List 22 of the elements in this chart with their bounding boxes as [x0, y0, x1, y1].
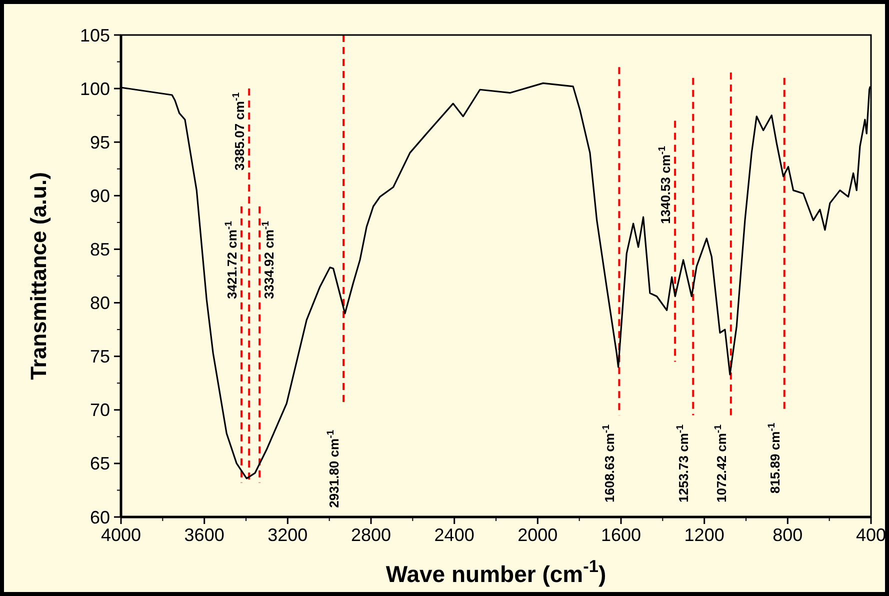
- x-tick-label: 3600: [184, 525, 224, 545]
- x-tick-label: 400: [856, 525, 886, 545]
- x-tick-label: 1600: [600, 525, 642, 545]
- y-tick-label: 70: [90, 400, 110, 420]
- x-tick-label: 2400: [434, 525, 474, 545]
- x-tick-label: 1200: [684, 525, 724, 545]
- y-tick-label: 90: [90, 186, 110, 206]
- y-tick-label: 75: [90, 346, 110, 367]
- y-tick-label: 60: [90, 507, 110, 528]
- x-axis-title: Wave number (cm$^{-1}$): [386, 556, 606, 587]
- x-tick-label: 3200: [268, 525, 308, 545]
- x-tick-label: 2000: [518, 525, 558, 545]
- x-tick-label: 2800: [350, 525, 392, 545]
- y-tick-label: 80: [90, 293, 110, 314]
- y-axis-title: Transmittance (a.u.): [26, 172, 51, 380]
- y-tick-label: 105: [80, 25, 110, 46]
- y-tick-label: 95: [90, 132, 110, 152]
- x-tick-label: 4000: [100, 525, 142, 545]
- y-tick-label: 100: [80, 78, 110, 99]
- y-tick-label: 85: [90, 240, 110, 260]
- x-tick-label: 800: [772, 525, 803, 545]
- y-tick-label: 65: [90, 454, 110, 474]
